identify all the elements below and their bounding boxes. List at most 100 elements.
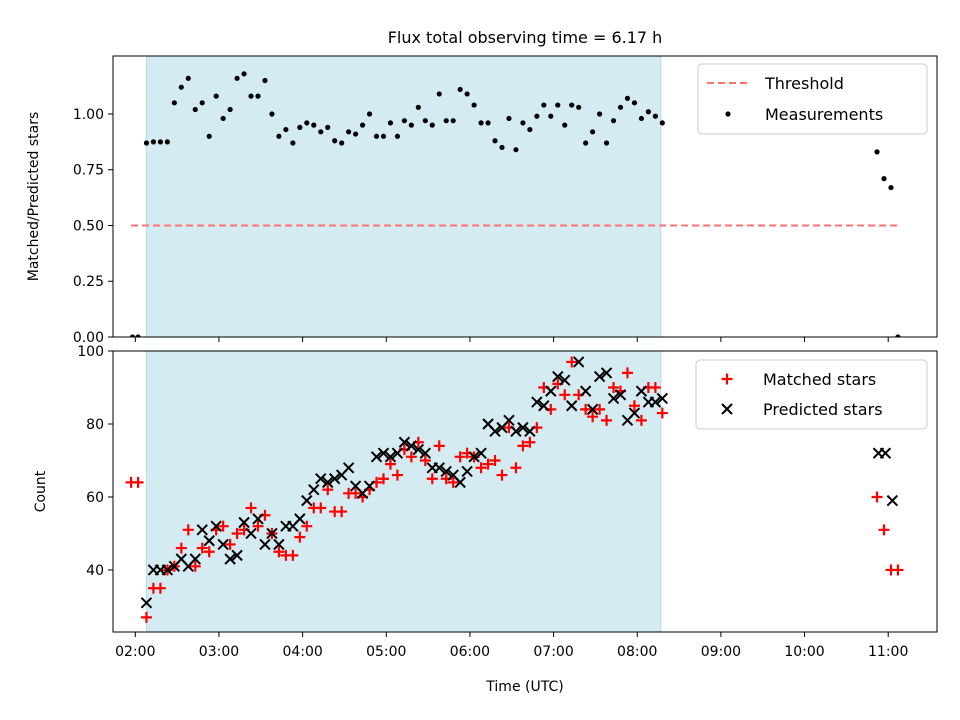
measurement-point [220,115,226,122]
measurement-point [638,115,645,122]
predicted-star-point [301,494,313,507]
predicted-star-point [328,473,341,485]
matched-star-point [391,469,403,481]
matched-star-point [482,458,494,470]
axes-frame [112,55,938,338]
predicted-star-point [531,396,543,408]
measurement-point [199,100,205,106]
predicted-star-point [579,385,592,397]
x-tick-label: 09:00 [701,644,741,660]
measurement-point [269,111,275,117]
bottom-panel: 40 60 80 100 02:00 03:00 04:00 05:00 06:00 07:00 0… [33,344,938,695]
measurement-point [471,102,477,108]
measurement-point [213,93,219,99]
predicted-star-point [252,513,264,525]
matched-star-point [580,403,592,415]
matched-star-point [878,524,890,536]
matched-star-point [524,436,536,448]
measurement-point [318,129,324,135]
matched-star-point [587,411,599,423]
matched-star-point [189,560,201,572]
measurement-point [874,149,880,155]
matched-star-point [287,549,299,561]
legend-box [697,63,928,135]
matched-star-point [231,527,243,539]
matched-star-point [322,484,334,496]
measurement-point [562,122,568,128]
matched-star-point [154,582,166,594]
matched-star-point [140,611,152,623]
y-tick-label: 0.00 [73,330,104,346]
matched-star-point [656,407,668,419]
predicted-star-point [259,538,271,551]
measurement-point [150,139,157,145]
matched-star-point [273,546,285,558]
predicted-star-point [363,480,376,492]
predicted-star-point [468,451,480,463]
measurement-point [631,100,638,106]
measurement-point [339,140,345,146]
measurement-point [513,147,519,153]
measurement-point [387,120,394,126]
measurement-point [555,102,561,108]
measurement-point [297,124,303,130]
measurement-point [659,120,665,126]
measurement-point [881,176,887,182]
y-tick-label: 60 [86,490,104,506]
predicted-star-point [384,451,397,463]
measurement-point [359,122,366,128]
x-axis-label: Time (UTC) [485,679,563,695]
measurement-point [534,113,540,119]
matched-star-point [475,462,487,474]
predicted-star-point [879,447,892,459]
matched-star-point [566,356,578,368]
matched-star-point [426,473,438,485]
measurement-point [290,140,296,146]
axes-frame [112,350,938,633]
predicted-star-point [189,553,201,565]
measurement-point [171,100,177,106]
predicted-star-point [203,535,215,547]
measurement-point [394,133,401,139]
measurement-point [346,129,352,135]
measurement-point [352,131,359,137]
measurement-point [422,118,428,124]
matched-star-point [315,502,327,514]
measurement-point [895,334,901,337]
measurement-point [457,86,463,93]
predicted-star-point [210,520,222,532]
measurement-point [576,104,582,110]
predicted-star-point [649,396,662,408]
predicted-star-point [391,447,404,459]
measurement-point [429,122,435,128]
measurement-point [227,106,233,113]
measurement-point [443,118,449,124]
matched-star-point [245,502,257,514]
measurement-point [652,113,658,119]
measurement-point [206,133,212,139]
x-tick-label: 06:00 [450,644,490,660]
predicted-star-point [475,447,487,459]
predicted-star-point [559,374,571,386]
matched-star-point [447,476,459,488]
measurement-point [283,126,289,133]
predicted-star-point [273,538,285,551]
matched-star-point [350,487,362,499]
x-tick-label: 02:00 [115,644,155,660]
predicted-star-point [412,443,425,456]
matched-star-point [892,564,904,576]
y-tick-label: 0.50 [73,218,104,234]
legend: Threshold Measurements [697,63,928,135]
plot-area [125,351,904,632]
measurement-point [401,118,407,124]
predicted-star-point [552,370,564,383]
measurement-point [164,139,170,145]
matched-star-point [294,531,306,543]
matched-star-point [196,542,208,554]
x-tick-label: 07:00 [533,644,573,660]
measurement-point [157,139,164,145]
x-tick-label: 10:00 [784,644,824,660]
predicted-star-point [161,564,174,576]
x-tick-label: 08:00 [617,644,657,660]
